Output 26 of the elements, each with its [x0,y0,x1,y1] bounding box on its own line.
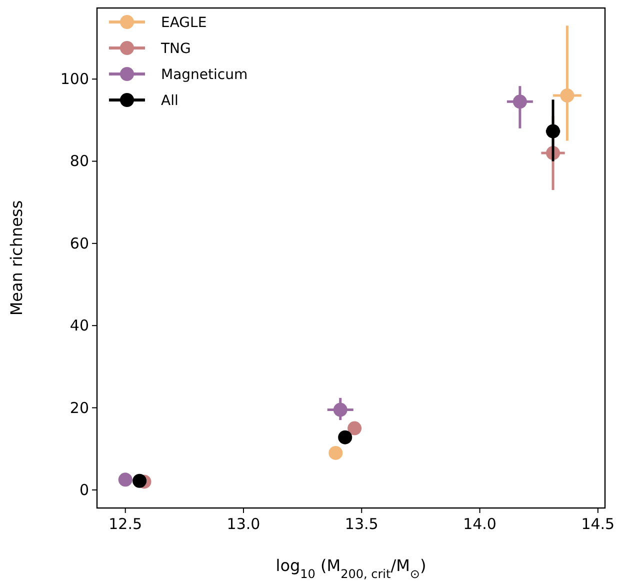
y-axis-title: Mean richness [7,200,26,316]
x-tick-label: 12.5 [108,515,142,533]
point [348,421,362,436]
point [118,472,132,487]
x-tick-label: 13.5 [344,515,378,533]
legend-label: EAGLE [161,15,207,31]
point [560,88,574,103]
y-tick-label: 0 [79,480,89,499]
legend-label: Magneticum [161,67,248,83]
point [132,474,147,488]
x-tick-label: 14.5 [581,515,615,533]
y-tick-label: 40 [70,316,89,335]
point [546,124,560,138]
point [333,402,348,417]
y-tick-label: 60 [70,234,89,252]
y-tick-label: 80 [70,152,89,170]
y-tick-label: 100 [60,70,89,88]
point [328,446,343,460]
x-axis-title: log$_{10}$ (M$_{200, crit}$/M$_{⊙}$) [276,556,426,581]
point [512,94,527,109]
legend-label: TNG [160,41,191,57]
y-tick-label: 20 [70,398,89,417]
x-tick-label: 13.0 [226,515,260,533]
point [338,430,352,444]
legend-label: All [161,93,178,109]
x-tick-label: 14.0 [463,515,496,533]
